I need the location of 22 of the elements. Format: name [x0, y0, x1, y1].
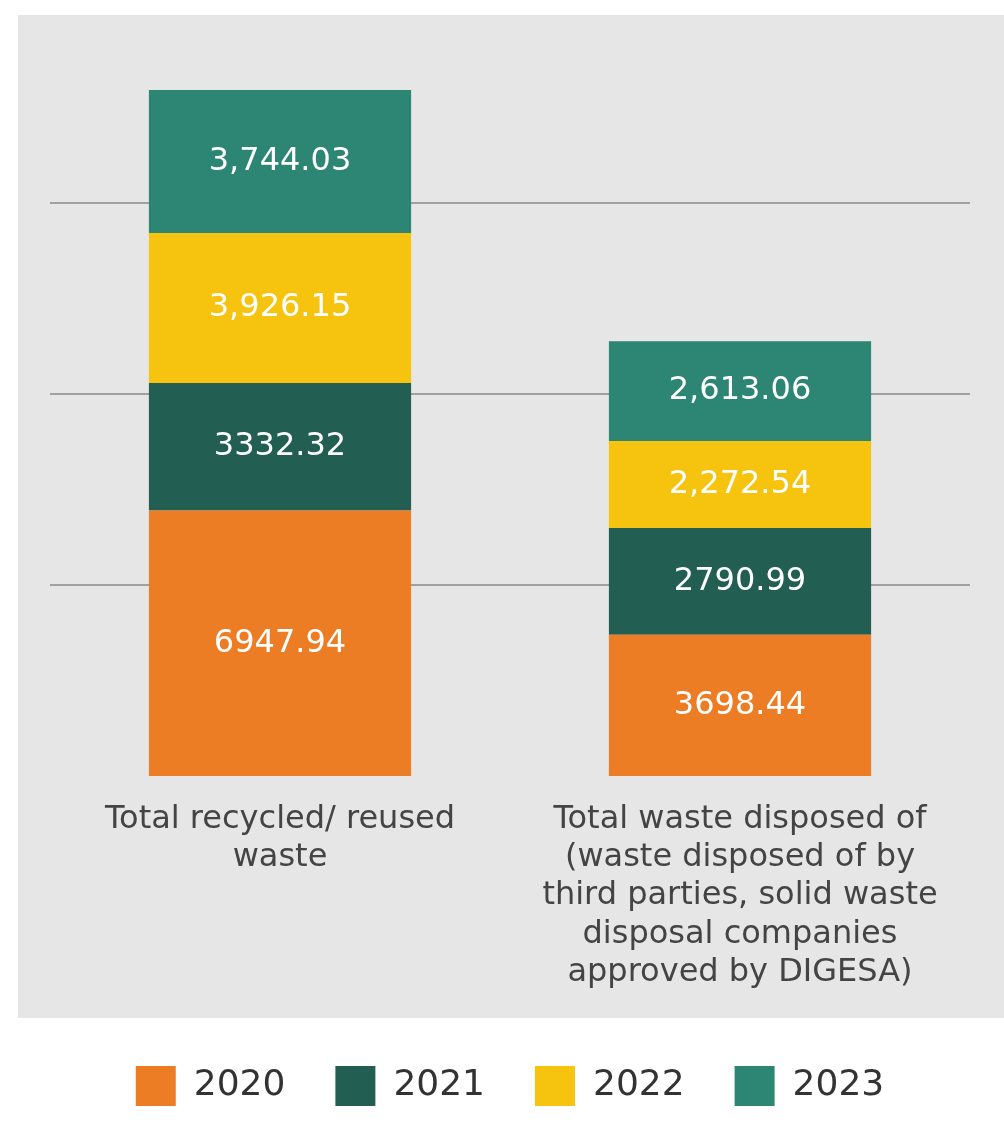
- bar: [608, 441, 872, 528]
- data-label: 2790.99: [673, 559, 807, 598]
- data-label: 3,926.15: [208, 286, 352, 325]
- bar: [148, 233, 412, 384]
- x-tick-label: Total recycled/ reused waste: [103, 797, 456, 874]
- legend-label: 2021: [393, 1062, 486, 1104]
- bar: [608, 634, 872, 776]
- legend-label: 2022: [593, 1062, 685, 1104]
- bar: [148, 383, 412, 511]
- x-tick-label: Total waste disposed of (waste disposed of by third parties, solid waste disposal companies approved by DIGESA): [542, 797, 938, 990]
- bar: [608, 527, 872, 635]
- data-label: 2,272.54: [668, 462, 812, 501]
- bar: [148, 89, 412, 233]
- data-label: 3,744.03: [208, 139, 352, 178]
- bar: [608, 341, 872, 442]
- legend-label: 2020: [193, 1062, 286, 1104]
- data-label: 3332.32: [213, 425, 347, 464]
- bar: [148, 510, 412, 776]
- legend-label: 2023: [792, 1062, 885, 1104]
- data-label: 6947.94: [213, 621, 347, 660]
- data-label: 3698.44: [673, 683, 807, 722]
- data-label: 2,613.06: [668, 369, 812, 408]
